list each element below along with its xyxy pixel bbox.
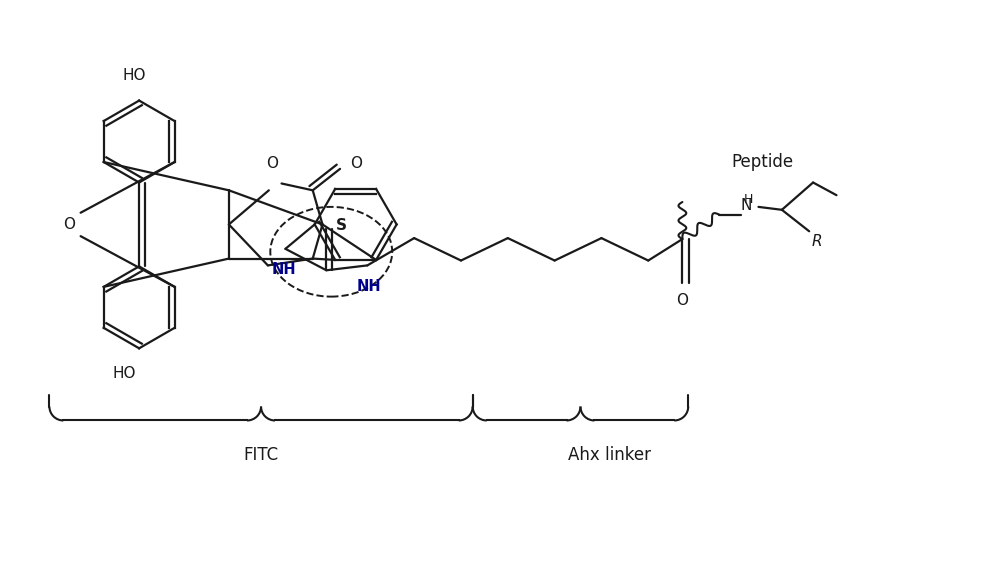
Text: O: O bbox=[350, 157, 362, 172]
Text: FITC: FITC bbox=[243, 446, 279, 464]
Text: Peptide: Peptide bbox=[731, 153, 793, 171]
Text: N: N bbox=[741, 198, 752, 213]
Text: H: H bbox=[744, 193, 753, 206]
Text: Ahx linker: Ahx linker bbox=[568, 446, 651, 464]
Text: S: S bbox=[336, 218, 347, 233]
Text: NH: NH bbox=[357, 279, 382, 294]
Text: O: O bbox=[676, 293, 688, 308]
Text: O: O bbox=[266, 156, 278, 171]
Text: HO: HO bbox=[113, 366, 136, 381]
Text: R: R bbox=[811, 235, 822, 249]
Text: HO: HO bbox=[123, 68, 146, 83]
Text: NH: NH bbox=[271, 262, 296, 278]
Text: O: O bbox=[63, 217, 75, 232]
